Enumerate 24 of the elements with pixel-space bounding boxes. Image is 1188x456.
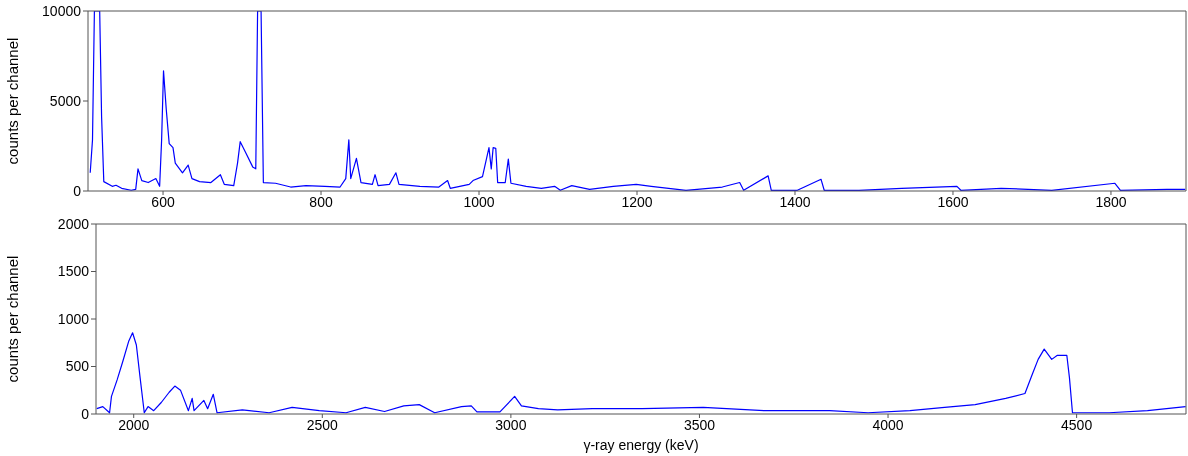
x-tick-label: 3000 — [495, 416, 527, 433]
x-tick-label: 1400 — [779, 193, 811, 210]
x-tick-label: 600 — [151, 193, 175, 210]
y-tick-label: 0 — [81, 405, 90, 422]
x-tick-label: 1600 — [937, 193, 969, 210]
y-tick-label: 5000 — [49, 92, 82, 109]
y-tick-label: 1000 — [57, 310, 90, 327]
y-tick-label: 500 — [65, 358, 90, 375]
x-tick-label: 1200 — [621, 193, 653, 210]
x-axis-title: γ-ray energy (keV) — [583, 437, 699, 453]
x-tick-label: 2500 — [306, 416, 339, 433]
y-axis-title: counts per channel — [4, 255, 22, 383]
x-tick-label: 2000 — [118, 416, 150, 433]
y-tick-label: 0 — [73, 182, 82, 199]
x-tick-label: 1000 — [463, 193, 495, 210]
y-tick-label: 1500 — [57, 263, 90, 280]
x-tick-label: 4000 — [872, 416, 904, 433]
x-tick-label: 1800 — [1095, 193, 1127, 210]
y-axis-title: counts per channel — [4, 37, 22, 165]
x-tick-label: 4500 — [1061, 416, 1093, 433]
x-tick-label: 3500 — [683, 416, 716, 433]
y-tick-label: 10000 — [42, 2, 82, 19]
x-tick-label: 800 — [309, 193, 333, 210]
y-tick-label: 2000 — [57, 215, 90, 232]
